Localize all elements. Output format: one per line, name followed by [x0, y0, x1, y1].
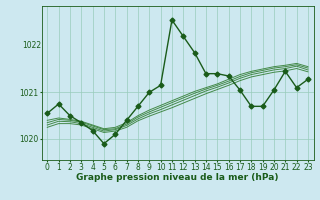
Text: 1022: 1022	[22, 41, 42, 50]
X-axis label: Graphe pression niveau de la mer (hPa): Graphe pression niveau de la mer (hPa)	[76, 173, 279, 182]
